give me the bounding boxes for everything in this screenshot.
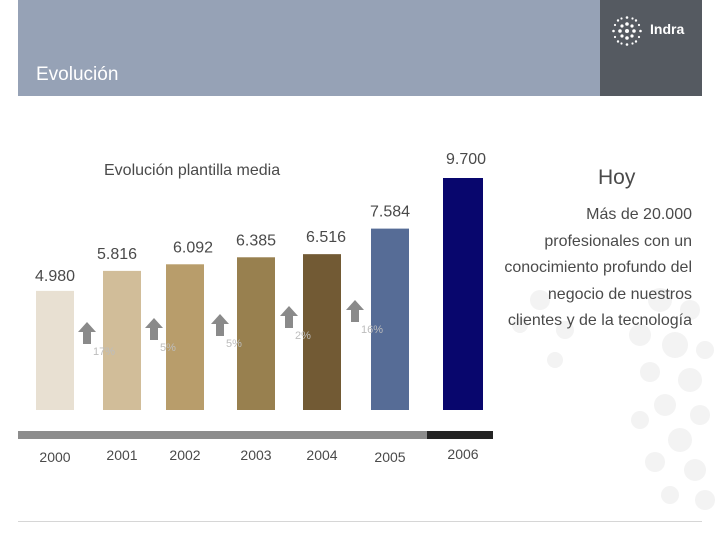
- bar: [36, 290, 74, 410]
- background-dot: [547, 352, 563, 368]
- logo: Indra: [600, 0, 702, 96]
- growth-arrow-icon: [78, 322, 96, 344]
- growth-arrow-icon: [145, 318, 163, 340]
- growth-label: 16%: [361, 324, 383, 336]
- background-dot: [696, 341, 714, 359]
- background-dot: [556, 321, 574, 339]
- logo-text: Indra: [650, 21, 685, 37]
- year-tick-label: 2004: [306, 447, 337, 463]
- growth-arrow-icon: [211, 314, 229, 336]
- background-dot: [640, 362, 660, 382]
- page-title: Evolución: [36, 64, 119, 85]
- year-tick-label: 2002: [169, 447, 200, 463]
- bar-value-label: 6.385: [236, 232, 276, 249]
- bar: [166, 264, 204, 410]
- bar: [371, 228, 409, 410]
- bar-value-label: 7.584: [370, 204, 410, 221]
- growth-label: 5%: [226, 338, 242, 350]
- today-text: Más de 20.000 profesionales con un conoc…: [504, 206, 692, 329]
- background-dot: [654, 394, 676, 416]
- header-band: [18, 0, 600, 96]
- growth-arrow-icon: [280, 306, 298, 328]
- axis-bar: [18, 431, 427, 439]
- chart-title: Evolución plantilla media: [104, 162, 281, 179]
- growth-label: 5%: [160, 342, 176, 354]
- year-tick-label: 2001: [106, 447, 137, 463]
- bar: [303, 254, 341, 410]
- growth-label: 17%: [93, 346, 115, 358]
- bar-value-label: 5.816: [97, 246, 137, 263]
- background-dot: [629, 324, 651, 346]
- background-dot: [530, 290, 550, 310]
- bar: [237, 257, 275, 410]
- background-dot: [690, 405, 710, 425]
- background-dot: [678, 368, 702, 392]
- bar-value-label: 4.980: [35, 268, 75, 285]
- background-dot: [631, 411, 649, 429]
- background-dot: [684, 459, 706, 481]
- growth-arrow-icon: [346, 300, 364, 322]
- bar: [443, 178, 483, 410]
- bar-value-label: 9.700: [446, 151, 486, 168]
- bar-value-label: 6.092: [173, 239, 213, 256]
- year-tick-label: 2006: [447, 446, 478, 462]
- background-dot: [648, 288, 672, 312]
- background-dot: [680, 300, 700, 320]
- year-tick-label: 2003: [240, 447, 271, 463]
- globe-icon: [612, 16, 642, 46]
- growth-label: 2%: [295, 330, 311, 342]
- bar-value-label: 6.516: [306, 229, 346, 246]
- axis-bar-highlight: [427, 431, 493, 439]
- background-dot: [661, 486, 679, 504]
- background-dot: [645, 452, 665, 472]
- background-dot: [512, 317, 528, 333]
- background-dot: [662, 332, 688, 358]
- background-dot: [668, 428, 692, 452]
- footer-divider: [18, 521, 702, 522]
- background-dot: [695, 490, 715, 510]
- today-title: Hoy: [598, 166, 636, 189]
- year-tick-label: 2005: [374, 449, 405, 465]
- bar: [103, 270, 141, 410]
- year-tick-label: 2000: [39, 449, 70, 465]
